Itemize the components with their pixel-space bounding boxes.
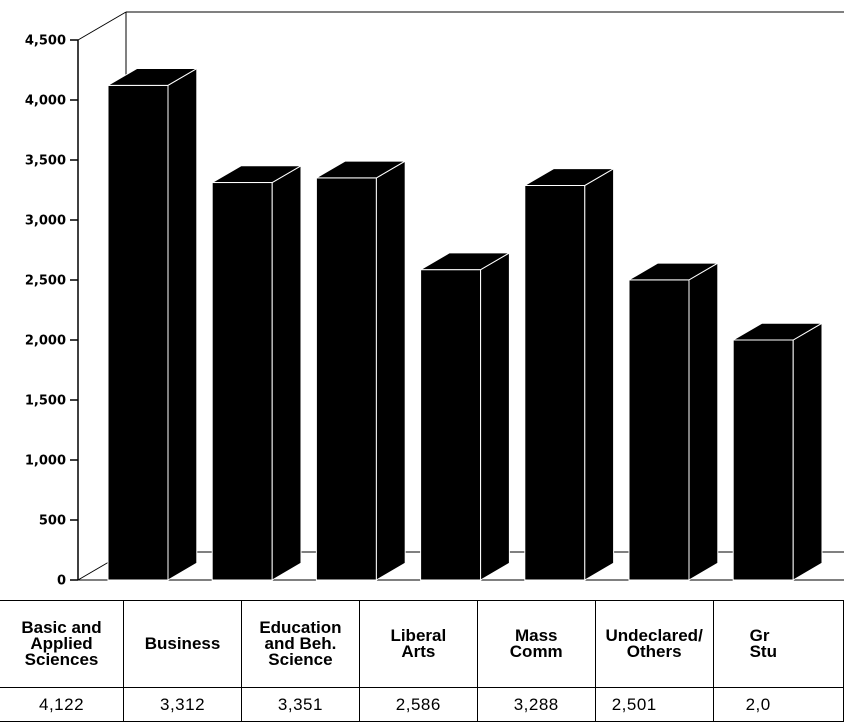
- bars: [106, 67, 824, 581]
- value-cell: 3,312: [123, 687, 242, 722]
- bar: [106, 67, 199, 581]
- bar-front-face: [420, 269, 482, 581]
- bar-side-face: [792, 322, 823, 581]
- value-cell: 4,122: [0, 687, 125, 722]
- y-tick-label: 0: [57, 574, 66, 589]
- bar-chart: 0 500 1,000 1,500 2,000 2,500 3,000 3,500 4,000 4…: [25, 11, 844, 589]
- category-label: Business: [144, 634, 221, 653]
- table-header-cell: Liberal Arts: [358, 600, 478, 688]
- table-header-cell: Business: [123, 600, 242, 688]
- y-tick-label: 3,000: [25, 214, 66, 229]
- y-tick-label: 1,500: [25, 394, 66, 409]
- y-tick-label: 2,500: [25, 274, 66, 289]
- value-cell: 2,586: [358, 687, 478, 722]
- bar-front-face: [315, 177, 377, 581]
- bar-front-face: [211, 182, 273, 581]
- bar-side-face: [584, 167, 615, 581]
- y-tick-label: 4,500: [25, 34, 66, 49]
- bar-top-face: [106, 68, 199, 86]
- bar-side-face: [271, 164, 302, 581]
- bar-top-face: [418, 252, 512, 271]
- bar: [627, 262, 720, 581]
- value-cell: 2,501: [594, 687, 714, 722]
- y-axis-ticks: 0 500 1,000 1,500 2,000 2,500 3,000 3,500 4,000 4…: [25, 34, 78, 589]
- category-label: Education and Beh. Science: [259, 618, 342, 669]
- bar: [731, 322, 824, 581]
- bar: [210, 164, 303, 581]
- bar: [522, 167, 616, 581]
- bar-top-face: [210, 165, 303, 184]
- table-header-cell: Mass Comm: [476, 600, 596, 688]
- y-tick-label: 4,000: [25, 94, 66, 109]
- table-value-row: 4,122 3,312 3,351 2,586 3,288 2,501 2,0: [0, 687, 844, 722]
- bar: [314, 160, 408, 581]
- bar-top-face: [522, 168, 616, 186]
- value-cell: 3,288: [476, 687, 596, 722]
- category-label: Gr Stu: [749, 626, 777, 661]
- y-tick-label: 3,500: [25, 154, 66, 169]
- category-label: Liberal Arts: [390, 626, 447, 661]
- bar-top-face: [627, 262, 720, 281]
- category-label: Undeclared/ Others: [605, 626, 703, 661]
- y-tick-label: 2,000: [25, 334, 66, 349]
- bar-front-face: [628, 279, 690, 581]
- bar-side-face: [480, 252, 510, 581]
- back-top-edge: [77, 11, 127, 41]
- data-table: Basic and Applied Sciences Business Educ…: [0, 600, 844, 722]
- table-header-cell: Basic and Applied Sciences: [0, 600, 125, 688]
- table-header-row: Basic and Applied Sciences Business Educ…: [0, 600, 844, 688]
- category-label: Basic and Applied Sciences: [21, 618, 102, 669]
- table-header-cell: Education and Beh. Science: [240, 600, 360, 688]
- value-cell: 3,351: [240, 687, 360, 722]
- y-tick-label: 500: [39, 514, 66, 529]
- bar-front-face: [107, 84, 169, 581]
- table-header-cell: Undeclared/ Others: [594, 600, 714, 688]
- bar-top-face: [314, 160, 408, 179]
- y-tick-label: 1,000: [25, 454, 66, 469]
- bar-top-face: [731, 322, 824, 341]
- bar-side-face: [167, 67, 198, 581]
- category-label: Mass Comm: [509, 626, 563, 661]
- bar-front-face: [732, 339, 794, 581]
- table-header-cell: Gr Stu: [712, 600, 844, 688]
- bar-side-face: [375, 160, 406, 581]
- bar: [418, 252, 512, 581]
- bar-side-face: [688, 262, 719, 581]
- value-cell: 2,0: [712, 687, 844, 722]
- bar-front-face: [524, 184, 586, 581]
